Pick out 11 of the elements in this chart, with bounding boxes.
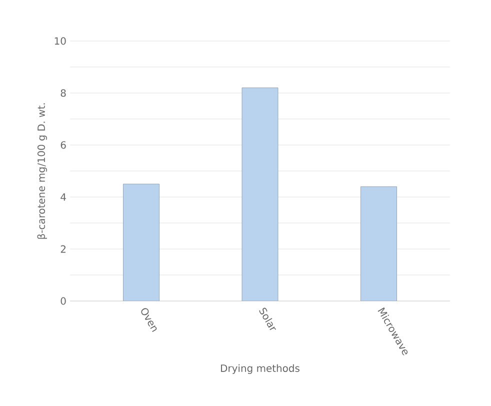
y-tick-label: 0 [60, 297, 66, 305]
y-tick-label: 4 [60, 193, 66, 201]
y-tick-label: 6 [60, 141, 66, 149]
bar [123, 184, 160, 301]
y-axis-title: β-carotene mg/100 g D. wt. [37, 103, 47, 239]
bar [242, 88, 278, 301]
y-tick-label: 8 [60, 89, 66, 97]
bar [360, 186, 397, 301]
y-tick-label: 2 [60, 245, 66, 253]
y-tick-label: 10 [54, 37, 66, 45]
x-axis-title: Drying methods [221, 364, 300, 374]
